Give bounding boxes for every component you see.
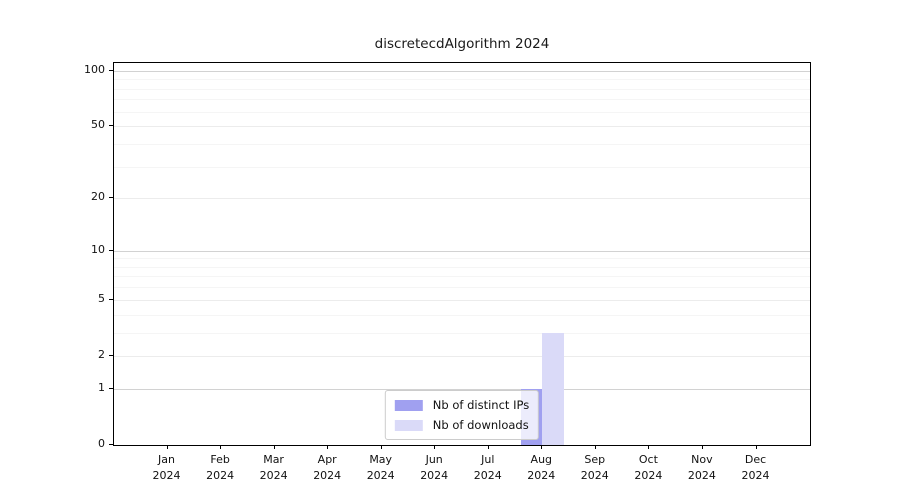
y-gridline-minor — [114, 314, 810, 316]
y-gridline-minor — [114, 287, 810, 289]
x-tick-mark — [273, 445, 275, 449]
x-tick-label: Jun 2024 — [420, 453, 449, 482]
y-gridline-major — [114, 250, 810, 252]
y-gridline-minor — [114, 99, 810, 101]
y-gridline-minor — [114, 266, 810, 268]
x-tick-label: Jul 2024 — [473, 453, 502, 482]
x-tick-mark — [648, 445, 650, 449]
y-gridline-major — [114, 70, 810, 72]
y-tick-label: 20 — [91, 190, 105, 204]
y-tick-label: 5 — [98, 291, 105, 305]
y-tick-mark — [109, 69, 113, 71]
x-tick-label: Nov 2024 — [687, 453, 716, 482]
y-tick-mark — [109, 444, 113, 445]
y-gridline-major — [114, 388, 810, 390]
y-tick-label: 50 — [91, 118, 105, 132]
plot-area: Nb of distinct IPs Nb of downloads — [113, 62, 811, 446]
y-tick-label: 10 — [91, 242, 105, 256]
bar-downloads — [542, 332, 564, 445]
y-gridline-minor — [114, 332, 810, 334]
x-tick-label: May 2024 — [366, 453, 395, 482]
y-gridline-minor — [114, 111, 810, 113]
x-tick-label: Oct 2024 — [634, 453, 663, 482]
x-tick-label: Apr 2024 — [313, 453, 342, 482]
x-tick-label: Jan 2024 — [152, 453, 181, 482]
x-tick-mark — [327, 445, 329, 449]
y-gridline-minor — [114, 88, 810, 90]
y-gridline-minor — [114, 276, 810, 278]
y-tick-label: 1 — [98, 380, 105, 394]
x-tick-mark — [220, 445, 222, 449]
x-tick-mark — [701, 445, 703, 449]
legend-swatch-distinct-ips — [394, 399, 423, 411]
x-tick-label: Aug 2024 — [527, 453, 556, 482]
y-tick-mark — [109, 298, 113, 300]
x-tick-mark — [166, 445, 168, 449]
legend-swatch-downloads — [394, 419, 423, 431]
x-tick-mark — [755, 445, 757, 449]
y-gridline-mid — [114, 126, 810, 128]
chart-title: discretecdAlgorithm 2024 — [374, 36, 550, 52]
y-tick-mark — [109, 249, 113, 251]
y-gridline-minor — [114, 143, 810, 145]
y-tick-mark — [109, 354, 113, 356]
y-gridline-minor — [114, 258, 810, 260]
x-tick-mark — [594, 445, 596, 449]
x-tick-mark — [487, 445, 489, 449]
y-gridline-minor — [114, 79, 810, 81]
y-tick-label: 0 — [98, 437, 105, 450]
y-tick-mark — [109, 387, 113, 389]
y-tick-mark — [109, 125, 113, 127]
y-gridline-mid — [114, 198, 810, 200]
legend-item-downloads: Nb of downloads — [394, 418, 529, 432]
x-tick-label: Feb 2024 — [206, 453, 235, 482]
legend-label-downloads: Nb of downloads — [432, 418, 529, 432]
x-tick-label: Dec 2024 — [741, 453, 770, 482]
x-tick-label: Mar 2024 — [259, 453, 288, 482]
legend-label-distinct-ips: Nb of distinct IPs — [432, 398, 530, 412]
x-tick-mark — [434, 445, 436, 449]
legend: Nb of distinct IPs Nb of downloads — [384, 390, 540, 440]
y-tick-label: 2 — [98, 347, 105, 361]
legend-item-distinct-ips: Nb of distinct IPs — [394, 398, 530, 412]
y-gridline-mid — [114, 299, 810, 301]
y-gridline-minor — [114, 166, 810, 168]
x-tick-label: Sep 2024 — [580, 453, 609, 482]
y-tick-label: 100 — [84, 62, 105, 76]
y-gridline-mid — [114, 355, 810, 357]
y-tick-mark — [109, 197, 113, 199]
x-tick-mark — [541, 445, 543, 449]
x-tick-mark — [380, 445, 382, 449]
